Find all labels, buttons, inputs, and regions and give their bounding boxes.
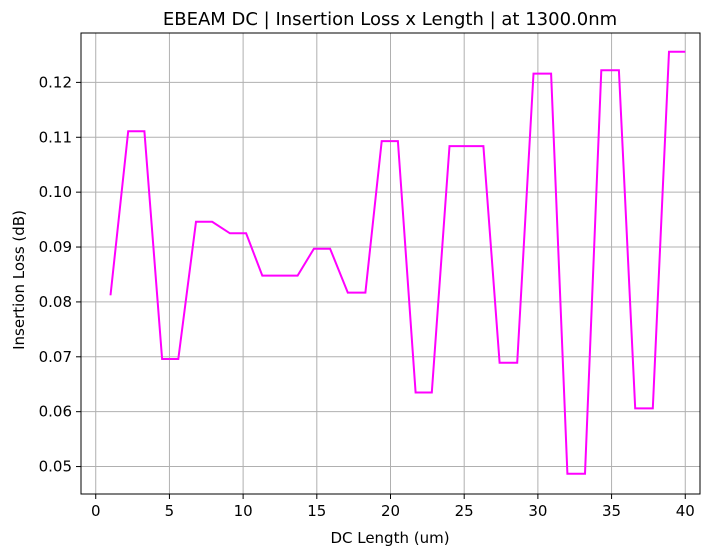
- y-tick-label: 0.08: [39, 293, 72, 311]
- x-tick-label: 40: [676, 502, 695, 520]
- y-tick-label: 0.06: [39, 403, 72, 421]
- x-tick-label: 20: [381, 502, 400, 520]
- x-tick-label: 30: [528, 502, 547, 520]
- chart-title: EBEAM DC | Insertion Loss x Length | at …: [163, 9, 617, 30]
- y-axis-label: Insertion Loss (dB): [10, 210, 28, 350]
- y-tick-label: 0.12: [39, 73, 72, 91]
- y-tick-label: 0.11: [39, 128, 72, 146]
- y-tick-label: 0.10: [39, 183, 72, 201]
- series-group: [109, 50, 686, 475]
- y-tick-label: 0.07: [39, 348, 72, 366]
- x-tick-label: 10: [234, 502, 253, 520]
- y-tick-label: 0.09: [39, 238, 72, 256]
- x-tick-label: 25: [455, 502, 474, 520]
- insertion-loss-line: [109, 50, 686, 475]
- grid: [81, 33, 700, 494]
- x-tick-label: 15: [307, 502, 326, 520]
- x-axis-ticks: 0 5 10 15 20 25 30 35 40: [91, 494, 695, 520]
- x-tick-label: 0: [91, 502, 101, 520]
- y-axis-ticks: 0.05 0.06 0.07 0.08 0.09 0.10 0.11 0.12: [39, 73, 81, 476]
- x-tick-label: 5: [165, 502, 175, 520]
- plot-frame: [80, 32, 701, 495]
- x-tick-label: 35: [602, 502, 621, 520]
- x-axis-label: DC Length (um): [330, 529, 449, 547]
- y-tick-label: 0.05: [39, 458, 72, 476]
